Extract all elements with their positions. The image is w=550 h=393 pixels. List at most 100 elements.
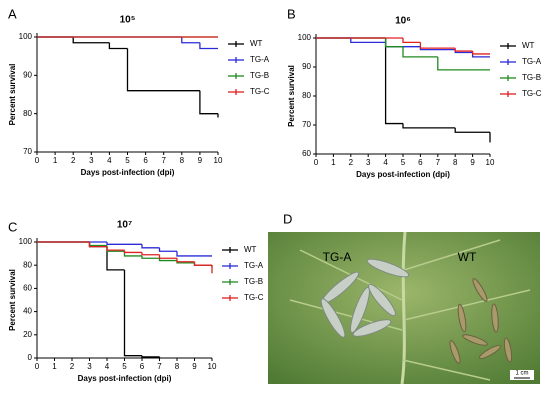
- survival-step: [384, 42, 421, 48]
- x-tick-label: 10: [214, 156, 223, 165]
- survival-step: [471, 52, 490, 58]
- survival-step: [108, 42, 128, 50]
- y-tick-label: 0: [28, 353, 33, 362]
- x-tick-label: 5: [401, 158, 406, 167]
- x-tick-label: 9: [192, 362, 197, 371]
- y-tick-label: 80: [302, 91, 311, 100]
- survival-step: [350, 38, 386, 43]
- survival-step: [141, 244, 160, 249]
- y-tick-label: 80: [23, 260, 32, 269]
- photo-label: WT: [458, 250, 477, 264]
- x-tick-label: 2: [71, 156, 76, 165]
- x-tick-label: 1: [53, 156, 58, 165]
- x-tick-label: 5: [122, 362, 127, 371]
- x-axis-label: Days post-infection (dpi): [78, 374, 172, 383]
- y-tick-label: 60: [23, 284, 32, 293]
- y-tick-label: 70: [302, 120, 311, 129]
- panel-label: D: [283, 211, 292, 226]
- survival-step: [158, 254, 177, 259]
- survival-step: [106, 246, 125, 271]
- survival-step: [141, 355, 160, 358]
- survival-step: [123, 250, 142, 254]
- x-axis-label: Days post-infection (dpi): [356, 170, 450, 179]
- survival-step: [454, 127, 490, 133]
- survival-step: [454, 48, 473, 52]
- legend-label: TG-A: [244, 261, 264, 270]
- x-tick-label: 2: [349, 158, 354, 167]
- panel-label: A: [8, 6, 17, 21]
- survival-step: [384, 38, 403, 125]
- survival-step: [141, 255, 160, 259]
- photo: D TG-A WT 1 cm: [268, 211, 540, 385]
- legend-label: TG-B: [244, 277, 263, 286]
- survival-step: [88, 242, 107, 248]
- y-tick-label: 70: [23, 147, 32, 156]
- legend-label: TG-B: [250, 71, 269, 80]
- x-tick-label: 6: [140, 362, 145, 371]
- survival-step: [158, 258, 177, 262]
- chart-title: 10⁷: [117, 220, 132, 231]
- x-tick-label: 1: [331, 158, 336, 167]
- survival-step: [419, 42, 456, 49]
- y-tick-label: 90: [23, 70, 32, 79]
- y-tick-label: 60: [302, 149, 311, 158]
- x-tick-label: 7: [161, 156, 166, 165]
- legend-label: TG-B: [522, 73, 541, 82]
- legend-label: TG-C: [250, 87, 270, 96]
- survival-step: [199, 90, 218, 115]
- panel-label: C: [8, 219, 17, 234]
- survival-step: [193, 261, 212, 266]
- y-axis-label: Percent survival: [8, 64, 17, 126]
- larvae-wt: [449, 278, 513, 364]
- x-tick-label: 3: [89, 156, 94, 165]
- y-tick-label: 40: [23, 307, 32, 316]
- y-tick-label: 100: [298, 33, 312, 42]
- photo-label: TG-A: [323, 250, 352, 264]
- x-tick-label: 8: [180, 156, 185, 165]
- x-tick-label: 8: [453, 158, 458, 167]
- survival-step: [106, 246, 125, 251]
- x-tick-label: 0: [35, 156, 40, 165]
- survival-step: [176, 251, 212, 257]
- survival-step: [158, 247, 177, 252]
- scale-box: [510, 370, 534, 380]
- survival-step: [402, 46, 438, 58]
- x-tick-label: 8: [175, 362, 180, 371]
- chart-title: 10⁶: [395, 16, 411, 27]
- x-tick-label: 4: [107, 156, 112, 165]
- legend-label: TG-A: [250, 55, 270, 64]
- survival-step: [199, 42, 218, 50]
- chart-title: 10⁵: [120, 15, 136, 26]
- legend-label: WT: [522, 41, 535, 50]
- larvae-tg: [320, 258, 410, 338]
- legend-label: WT: [244, 245, 257, 254]
- panel-label: B: [287, 6, 296, 21]
- leaf-vein: [400, 231, 407, 385]
- survival-step: [402, 38, 421, 43]
- x-tick-label: 10: [486, 158, 495, 167]
- x-tick-label: 2: [70, 362, 75, 371]
- x-tick-label: 10: [208, 362, 217, 371]
- y-tick-label: 90: [302, 62, 311, 71]
- x-tick-label: 5: [125, 156, 130, 165]
- x-tick-label: 7: [436, 158, 441, 167]
- survival-step: [402, 123, 456, 129]
- y-tick-label: 100: [19, 237, 33, 246]
- x-tick-label: 7: [157, 362, 162, 371]
- y-axis-label: Percent survival: [287, 65, 296, 127]
- survival-step: [141, 252, 160, 256]
- x-tick-label: 6: [143, 156, 148, 165]
- survival-step: [72, 37, 110, 44]
- survival-step: [176, 258, 195, 263]
- y-tick-label: 20: [23, 330, 32, 339]
- x-tick-label: 9: [470, 158, 475, 167]
- legend-label: TG-C: [244, 293, 264, 302]
- survival-step: [106, 242, 142, 245]
- survival-step: [123, 269, 142, 357]
- legend-label: WT: [250, 39, 263, 48]
- y-tick-label: 100: [19, 32, 33, 41]
- x-tick-label: 6: [418, 158, 423, 167]
- survival-step: [384, 38, 403, 48]
- legend-label: TG-A: [522, 57, 542, 66]
